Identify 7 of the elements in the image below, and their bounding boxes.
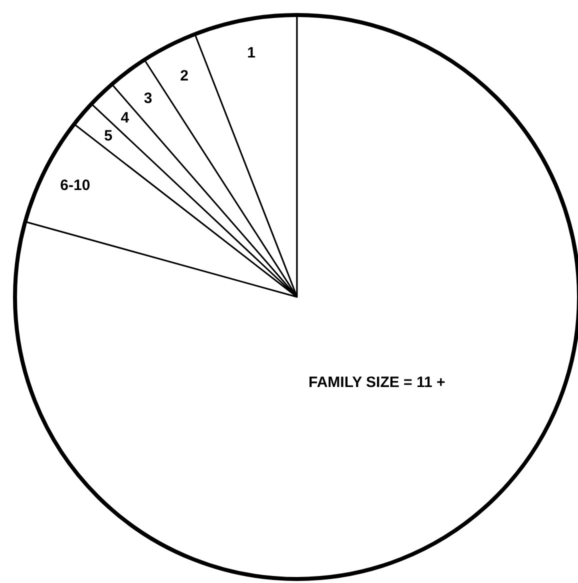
slice-label: 3 <box>144 90 152 108</box>
slice-label: 2 <box>180 67 189 84</box>
slice-label: 5 <box>104 127 112 144</box>
slice-label: 4 <box>120 110 130 127</box>
slice-label: 1 <box>247 44 256 62</box>
slice-label: FAMILY SIZE = 11 + <box>308 374 446 391</box>
slice-label: 6-10 <box>60 177 90 194</box>
